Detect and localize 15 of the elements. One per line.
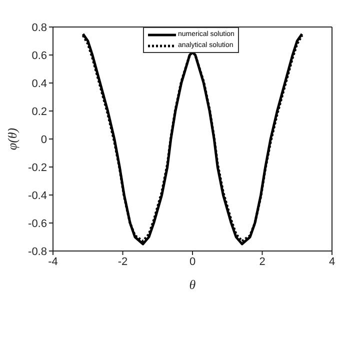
x-tick-label: 4: [328, 256, 336, 268]
y-tick-label: -0.2: [28, 162, 47, 174]
y-tick-label: -0.8: [28, 246, 47, 258]
y-tick-label: 0: [40, 134, 47, 146]
x-tick-label: -2: [118, 256, 128, 268]
y-tick-label: -0.6: [28, 218, 47, 230]
y-tick-label: 0.2: [32, 106, 47, 118]
x-tick-label: 0: [189, 256, 196, 268]
x-tick-label: -4: [48, 256, 58, 268]
x-axis-title: θ: [189, 277, 196, 292]
y-tick-label: 0.6: [32, 50, 47, 62]
y-tick-label: 0.4: [32, 78, 47, 90]
y-tick-label: -0.4: [28, 190, 47, 202]
x-tick-label: 2: [259, 256, 266, 268]
y-tick-label: 0.8: [32, 22, 47, 34]
